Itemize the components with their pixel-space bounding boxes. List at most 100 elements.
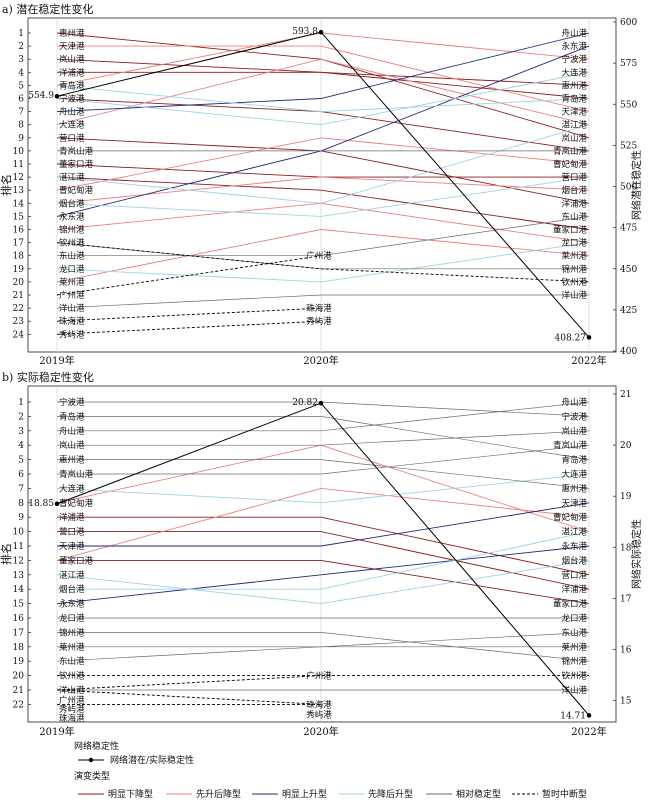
chart-title: b) 实际稳定性变化 <box>2 370 94 384</box>
rank-tick-label: 6 <box>18 95 24 105</box>
port-label-2022: 洋山港 <box>561 290 587 301</box>
stability-tick-label: 600 <box>620 18 637 28</box>
stability-point <box>586 335 592 340</box>
legend-type-label: 相对稳定型 <box>456 788 501 800</box>
rank-tick-label: 17 <box>13 239 25 249</box>
trajectory-line <box>56 242 590 283</box>
port-label-2022: 曹妃甸港 <box>553 159 588 170</box>
y2-axis-label: 网络潜在稳定性 <box>630 150 643 220</box>
port-label-2022: 大连港 <box>561 469 587 480</box>
port-label-2022: 岚山港 <box>561 133 587 144</box>
rank-tick-label: 15 <box>13 600 25 610</box>
rank-tick-label: 7 <box>18 108 24 118</box>
legend-group-title: 网络稳定性 <box>74 740 119 752</box>
rank-tick-label: 3 <box>18 427 24 437</box>
stability-point-label: 20.82 <box>292 398 318 408</box>
port-label-2019: 广州港 <box>59 290 85 301</box>
trajectory-line <box>56 124 590 204</box>
x-tick-label: 2020年 <box>303 354 338 367</box>
y2-axis-label: 网络实际稳定性 <box>630 519 643 589</box>
port-label-2022: 岚山港 <box>561 426 587 437</box>
rank-tick-label: 5 <box>18 456 24 466</box>
port-label-2019: 洋山港 <box>59 303 85 314</box>
port-label-2020: 广州港 <box>306 671 332 682</box>
rank-tick-label: 13 <box>13 571 25 581</box>
port-label-2022: 钦州港 <box>561 277 587 288</box>
port-label-2022: 锦州港 <box>561 656 587 667</box>
trajectory-line <box>56 176 590 230</box>
rank-tick-label: 14 <box>13 585 25 595</box>
port-label-2022: 董家口港 <box>553 225 588 236</box>
trajectory-line <box>56 545 590 605</box>
x-tick-label: 2022年 <box>571 354 606 367</box>
port-label-2019: 洋山港 <box>59 685 85 696</box>
rank-tick-label: 11 <box>13 160 24 170</box>
port-label-2022: 宁波港 <box>561 54 587 65</box>
trajectory-line <box>57 401 590 432</box>
stability-series-line <box>56 402 590 716</box>
stability-tick-label: 575 <box>620 59 637 69</box>
trajectory-line <box>56 487 590 561</box>
port-label-2020: 珠海港 <box>306 699 332 710</box>
port-label-2022: 湛江港 <box>561 120 587 131</box>
rank-tick-label: 19 <box>13 657 25 667</box>
port-label-2022: 莱州港 <box>561 642 587 653</box>
port-label-2019: 曹妃甸港 <box>59 498 94 509</box>
rank-tick-label: 22 <box>13 700 24 710</box>
legend-type-label: 明显上升型 <box>282 789 327 800</box>
rank-tick-label: 10 <box>13 147 25 157</box>
port-label-2022: 永东港 <box>561 541 587 552</box>
y-axis-label: 排名 <box>0 174 13 196</box>
port-label-2019: 曹妃甸港 <box>59 185 94 196</box>
trajectory-line <box>56 255 322 296</box>
port-label-2022: 龙口港 <box>561 238 587 249</box>
rank-tick-label: 11 <box>13 542 24 552</box>
port-label-2019: 锦州港 <box>59 627 85 638</box>
port-label-2020: 广州港 <box>306 251 332 262</box>
rank-tick-label: 12 <box>13 556 24 566</box>
port-label-2019: 永东港 <box>59 599 85 610</box>
trajectory-line <box>56 71 590 126</box>
legend-type-label: 暂时中断型 <box>542 788 587 800</box>
port-label-2019: 湛江港 <box>59 570 85 581</box>
rank-tick-label: 20 <box>13 672 25 682</box>
port-label-2022: 舟山港 <box>561 28 587 39</box>
port-label-2019: 青岛港 <box>59 80 85 91</box>
port-label-2019: 舟山港 <box>59 107 85 118</box>
port-label-2022: 天津港 <box>561 107 587 118</box>
stability-point-label: 18.85 <box>28 499 54 509</box>
rank-tick-label: 21 <box>13 291 24 301</box>
port-label-2020: 珠海港 <box>306 303 332 314</box>
port-label-2019: 湛江港 <box>59 172 85 183</box>
port-label-2022: 惠州港 <box>561 483 587 494</box>
stability-tick-label: 500 <box>620 183 637 193</box>
stability-point-label: 554.9 <box>28 91 54 101</box>
rank-tick-label: 14 <box>13 199 25 209</box>
port-label-2019: 洋浦港 <box>59 512 85 523</box>
port-label-2022: 曹妃甸港 <box>553 512 588 523</box>
port-label-2022: 锦州港 <box>561 264 587 275</box>
port-label-2019: 钦州港 <box>59 238 85 249</box>
port-label-2022: 董家口港 <box>553 599 588 610</box>
rank-tick-label: 16 <box>13 226 25 236</box>
port-label-2022: 大连港 <box>561 67 587 78</box>
y-axis-label: 排名 <box>0 543 13 565</box>
legend-type-label: 先降后升型 <box>368 788 413 800</box>
port-label-2020: 秀屿港 <box>306 709 332 720</box>
port-label-2019: 秀屿港 <box>59 329 85 340</box>
port-label-2019: 董家口港 <box>59 159 94 170</box>
rank-tick-label: 5 <box>18 81 24 91</box>
x-tick-label: 2020年 <box>303 725 338 738</box>
rank-tick-label: 23 <box>13 317 25 327</box>
rank-tick-label: 2 <box>18 42 24 52</box>
trajectory-line <box>56 242 590 283</box>
plot-frame <box>27 17 617 353</box>
legend-marker-point <box>88 757 94 763</box>
port-label-2022: 天津港 <box>561 498 587 509</box>
port-label-2022: 永东港 <box>561 41 587 52</box>
trajectory-line <box>57 416 590 460</box>
